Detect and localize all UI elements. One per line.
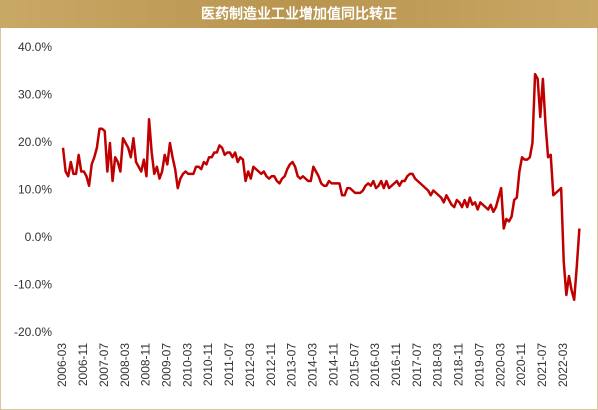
data-line bbox=[61, 72, 581, 301]
x-tick-label: 2014-03 bbox=[306, 343, 320, 387]
x-tick-label: 2006-03 bbox=[55, 343, 69, 387]
x-tick-label: 2020-03 bbox=[493, 343, 507, 387]
x-tick-label: 2022-03 bbox=[556, 343, 570, 387]
y-tick-label: 30.0% bbox=[18, 88, 52, 102]
x-tick-label: 2020-11 bbox=[514, 343, 528, 386]
x-tick-label: 2019-07 bbox=[472, 343, 486, 387]
x-tick-label: 2018-03 bbox=[431, 343, 445, 387]
y-tick-label: 0.0% bbox=[25, 230, 53, 244]
x-tick-label: 2018-11 bbox=[452, 343, 466, 386]
y-tick-label: -20.0% bbox=[14, 325, 52, 339]
y-tick-label: 20.0% bbox=[18, 135, 52, 149]
x-tick-label: 2008-03 bbox=[118, 343, 132, 387]
x-tick-label: 2010-03 bbox=[180, 343, 194, 387]
x-tick-label: 2021-07 bbox=[535, 343, 549, 387]
x-tick-label: 2008-11 bbox=[139, 343, 153, 386]
x-tick-label: 2010-11 bbox=[201, 343, 215, 386]
chart-title: 医药制造业工业增加值同比转正 bbox=[201, 6, 397, 22]
x-tick-label: 2013-07 bbox=[285, 343, 299, 387]
x-tick-label: 2016-03 bbox=[368, 343, 382, 387]
x-tick-label: 2015-07 bbox=[347, 343, 361, 387]
x-tick-label: 2014-11 bbox=[326, 343, 340, 386]
y-tick-label: 10.0% bbox=[18, 183, 52, 197]
y-tick-label: 40.0% bbox=[18, 40, 52, 54]
x-tick-label: 2017-07 bbox=[410, 343, 424, 387]
y-tick-label: -10.0% bbox=[14, 278, 52, 292]
x-tick-label: 2007-07 bbox=[97, 343, 111, 387]
title-banner bbox=[0, 0, 598, 28]
x-tick-label: 2016-11 bbox=[389, 343, 403, 386]
x-tick-label: 2012-11 bbox=[264, 343, 278, 386]
x-tick-label: 2006-11 bbox=[76, 343, 90, 386]
x-tick-label: 2009-07 bbox=[159, 343, 173, 387]
x-tick-label: 2011-07 bbox=[222, 343, 236, 386]
x-tick-label: 2012-03 bbox=[243, 343, 257, 387]
